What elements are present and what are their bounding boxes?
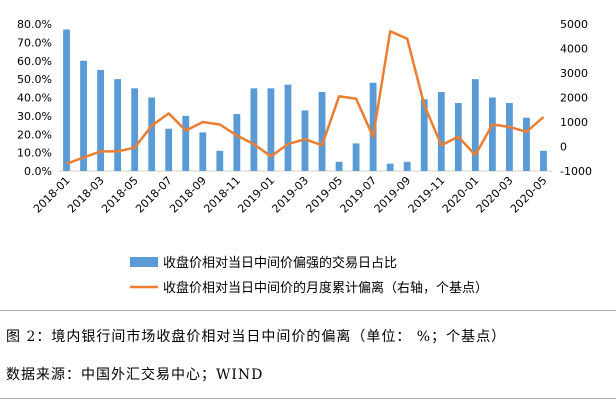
y-left-tick-label: 10.0% — [17, 147, 52, 160]
source-caption: 数据来源：中国外汇交易中心；WIND — [6, 364, 263, 384]
y-left-tick-label: 70.0% — [17, 36, 52, 49]
bar — [336, 162, 343, 171]
x-tick-label: 2020-03 — [474, 174, 516, 216]
bar — [97, 70, 104, 171]
bar — [404, 162, 411, 171]
y-left-tick-label: 50.0% — [17, 73, 52, 86]
bar — [540, 151, 547, 171]
chart: 0.0% 10.0% 20.0% 30.0% 40.0% 50.0% 60.0% 70.0% 8… — [0, 0, 616, 305]
x-tick-label: 2019-09 — [372, 174, 414, 216]
y-right-tick-label: 4000 — [560, 43, 588, 56]
divider-bottom — [0, 398, 616, 399]
bar — [438, 92, 445, 171]
x-tick-label: 2020-01 — [440, 174, 482, 216]
x-tick-label: 2019-01 — [235, 174, 277, 216]
bar — [523, 118, 530, 171]
y-left-tick-label: 20.0% — [17, 128, 52, 141]
y-right-axis: -1000 0 1000 2000 3000 4000 5000 — [560, 18, 592, 178]
x-tick-label: 2019-07 — [338, 174, 380, 216]
y-right-tick-label: 1000 — [560, 116, 588, 129]
x-tick-label: 2018-09 — [167, 174, 209, 216]
x-tick-label: 2018-11 — [201, 174, 243, 216]
x-tick-label: 2018-07 — [133, 174, 175, 216]
figure-caption: 图 2：境内银行间市场收盘价相对当日中间价的偏离（单位： %；个基点） — [6, 326, 506, 346]
bar — [148, 98, 155, 172]
legend: 收盘价相对当日中间价偏强的交易日占比 收盘价相对当日中间价的月度累计偏离（右轴，… — [130, 255, 488, 296]
legend-bar-swatch — [130, 257, 158, 267]
bar — [182, 116, 189, 171]
bar — [353, 143, 360, 171]
legend-line-label: 收盘价相对当日中间价的月度累计偏离（右轴，个基点） — [163, 280, 488, 296]
bar — [472, 79, 479, 171]
y-right-tick-label: 5000 — [560, 18, 588, 31]
bar — [489, 98, 496, 172]
y-right-tick-label: 0 — [560, 141, 567, 154]
x-tick-label: 2019-03 — [269, 174, 311, 216]
bar — [250, 88, 257, 171]
x-tick-label: 2019-11 — [406, 174, 448, 216]
bar — [268, 88, 275, 171]
y-left-tick-label: 40.0% — [17, 92, 52, 105]
x-axis: 2018-012018-032018-052018-072018-092018-… — [31, 174, 550, 216]
y-right-tick-label: 2000 — [560, 92, 588, 105]
y-right-tick-label: -1000 — [560, 165, 592, 178]
x-tick-label: 2018-01 — [31, 174, 73, 216]
y-left-tick-label: 30.0% — [17, 110, 52, 123]
bar — [80, 61, 87, 171]
bar — [114, 79, 121, 171]
bar — [233, 114, 240, 171]
bar — [285, 85, 292, 171]
bar — [319, 92, 326, 171]
y-left-tick-label: 0.0% — [24, 165, 52, 178]
bar — [216, 151, 223, 171]
bar — [63, 30, 70, 171]
bar — [387, 164, 394, 171]
y-left-tick-label: 80.0% — [17, 18, 52, 31]
x-tick-label: 2018-03 — [65, 174, 107, 216]
x-tick-label: 2019-05 — [303, 174, 345, 216]
y-right-tick-label: 3000 — [560, 67, 588, 80]
bar — [199, 132, 206, 171]
bar — [131, 88, 138, 171]
legend-bar-label: 收盘价相对当日中间价偏强的交易日占比 — [163, 255, 397, 271]
bar — [165, 129, 172, 171]
y-left-tick-label: 60.0% — [17, 55, 52, 68]
bar-series — [63, 30, 547, 171]
bar — [506, 103, 513, 171]
y-left-axis: 0.0% 10.0% 20.0% 30.0% 40.0% 50.0% 60.0% 70.0% 8… — [17, 18, 52, 178]
divider-top — [0, 310, 616, 311]
x-tick-label: 2018-05 — [99, 174, 141, 216]
x-tick-label: 2020-05 — [508, 174, 550, 216]
